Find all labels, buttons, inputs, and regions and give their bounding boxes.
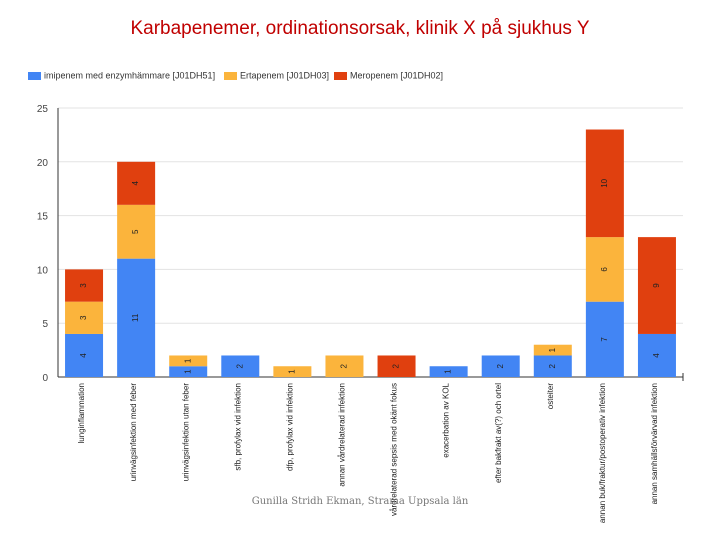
data-label: 3 xyxy=(79,315,88,320)
bar-segment[interactable] xyxy=(65,269,104,302)
data-label: 2 xyxy=(548,363,557,368)
data-label: 4 xyxy=(79,353,88,358)
x-tick-label: efter bakfrakt av(?) och ortel xyxy=(494,383,503,483)
x-tick-label: exacerbation av KOL xyxy=(442,382,451,457)
bar-segment[interactable] xyxy=(637,333,676,377)
data-label: 2 xyxy=(235,363,244,368)
legend-item-ertapenem[interactable]: Ertapenem [J01DH03] xyxy=(224,70,329,81)
x-tick-label: annan vårdrelaterad infektion xyxy=(338,383,347,487)
data-label: 2 xyxy=(392,363,401,368)
bar-segment[interactable] xyxy=(377,355,416,377)
bar-segment[interactable] xyxy=(429,366,468,377)
y-tick-label: 5 xyxy=(42,319,48,330)
x-tick-label: urinvägsinfektion utan feber xyxy=(181,383,190,482)
data-label: 7 xyxy=(600,337,609,342)
data-label: 5 xyxy=(131,229,140,234)
y-tick-label: 10 xyxy=(37,265,49,276)
bar-segment[interactable] xyxy=(533,355,572,377)
data-label: 10 xyxy=(600,178,609,187)
footer-credit: Gunilla Stridh Ekman, Strama Uppsala län xyxy=(251,496,469,507)
bar-segment[interactable] xyxy=(117,161,156,205)
bar-segment[interactable] xyxy=(221,355,260,377)
bar-segment[interactable] xyxy=(65,301,104,334)
x-tick-label: vårdrelaterad sepsis med okänt fokus xyxy=(390,383,399,516)
data-label: 11 xyxy=(131,313,140,322)
legend-swatch-ertapenem xyxy=(224,71,237,80)
data-label: 1 xyxy=(548,347,557,352)
x-tick-label: sfb, profylax vid infektion xyxy=(233,383,242,471)
bar-segment[interactable] xyxy=(585,301,624,377)
bar-segment[interactable] xyxy=(169,366,208,377)
bar-segment[interactable] xyxy=(325,355,364,377)
bar-segment[interactable] xyxy=(117,204,156,259)
bar-segment[interactable] xyxy=(169,355,208,367)
data-label: 2 xyxy=(340,363,349,368)
data-label: 1 xyxy=(287,369,296,374)
x-tick-label: lunginflammation xyxy=(77,383,86,443)
bar-segment[interactable] xyxy=(533,344,572,356)
legend-label-meropenem: Meropenem [J01DH02] xyxy=(350,70,444,81)
x-tick-label: urinvägsinfektion med feber xyxy=(129,383,138,482)
data-label: 4 xyxy=(131,181,140,186)
legend-item-imipenem[interactable]: imipenem med enzymhämmare [J01DH51] xyxy=(28,70,215,81)
bar-segment[interactable] xyxy=(585,237,624,302)
data-label: 1 xyxy=(444,369,453,374)
legend-swatch-imipenem xyxy=(28,71,41,80)
y-tick-label: 15 xyxy=(37,212,49,223)
data-label: 9 xyxy=(652,283,661,288)
x-tick-label: dfp, profylax vid infektion xyxy=(285,383,294,471)
x-tick-label: osteiter xyxy=(546,383,555,410)
data-label: 1 xyxy=(183,358,192,363)
legend-swatch-meropenem xyxy=(334,71,347,80)
legend-label-ertapenem: Ertapenem [J01DH03] xyxy=(240,70,330,81)
x-tick-label: annan samhällsförvärvad infektion xyxy=(650,383,659,504)
bar-segment[interactable] xyxy=(65,333,104,377)
y-tick-label: 20 xyxy=(37,158,49,169)
data-label: 4 xyxy=(652,353,661,358)
data-label: 3 xyxy=(79,283,88,288)
legend-item-meropenem[interactable]: Meropenem [J01DH02] xyxy=(334,70,443,81)
bar-segment[interactable] xyxy=(585,129,624,238)
legend-label-imipenem: imipenem med enzymhämmare [J01DH51] xyxy=(44,70,216,81)
data-label: 1 xyxy=(183,369,192,374)
bar-segment[interactable] xyxy=(481,355,520,377)
x-tick-label: annan buk/fraktur/postoperativ infektion xyxy=(598,383,607,523)
bar-segment[interactable] xyxy=(117,258,156,377)
bar-segment[interactable] xyxy=(273,366,312,377)
y-tick-label: 25 xyxy=(37,104,49,115)
chart-title: Karbapenemer, ordinationsorsak, klinik X… xyxy=(130,18,590,39)
data-label: 6 xyxy=(600,267,609,272)
y-tick-label: 0 xyxy=(42,373,48,384)
data-label: 2 xyxy=(496,363,505,368)
bar-segment[interactable] xyxy=(637,237,676,334)
